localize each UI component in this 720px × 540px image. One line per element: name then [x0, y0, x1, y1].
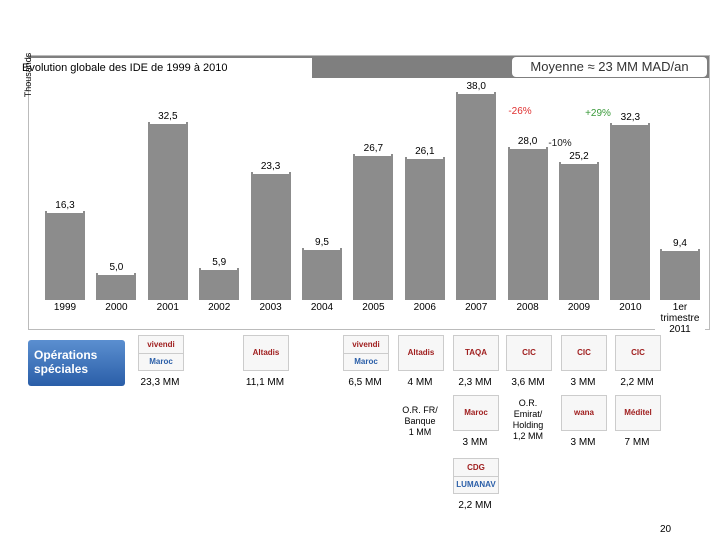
- bar: [250, 172, 291, 300]
- amount: 2,2 MM: [458, 500, 492, 511]
- logo: Méditel: [615, 395, 661, 431]
- logo: CDG: [453, 458, 499, 478]
- value-label: 23,3: [252, 160, 289, 175]
- value-label: 9,4: [662, 236, 698, 251]
- x-tick-label: 1er trimestre 2011: [655, 302, 705, 335]
- note: O.R. FR/ Banque 1 MM: [402, 405, 438, 437]
- logo: Altadis: [243, 335, 289, 371]
- logo: Maroc Telecom: [138, 353, 184, 371]
- amount: 3,6 MM: [511, 377, 545, 388]
- value-label: 25,2: [561, 150, 597, 165]
- value-label: 9,5: [304, 236, 340, 250]
- bar: [404, 157, 445, 300]
- chart-title: Evolution globale des IDE de 1999 à 2010: [14, 58, 312, 78]
- note: O.R. Emirat/ Holding 1,2 MM: [512, 398, 544, 441]
- amount: 3 MM: [570, 437, 596, 448]
- logo: CIC: [506, 335, 552, 371]
- bar: [559, 162, 599, 300]
- y-axis-label: Thousands: [23, 52, 33, 98]
- logo: vivendi: [343, 335, 389, 355]
- amount: 23,3 MM: [140, 377, 180, 388]
- value-label: 26,7: [355, 141, 392, 156]
- bar: [302, 248, 342, 300]
- bar: [96, 272, 137, 300]
- amount: 2,2 MM: [620, 377, 654, 388]
- x-tick-label: 2003: [259, 302, 282, 313]
- annotation: -26%: [508, 106, 532, 117]
- x-tick-label: 2008: [516, 302, 539, 313]
- logo: wana: [561, 395, 607, 431]
- x-tick-label: 2006: [413, 302, 436, 313]
- logo: CIC: [561, 335, 607, 371]
- x-tick-label: 1999: [53, 302, 77, 313]
- amount: 4 MM: [407, 377, 433, 388]
- x-tick-label: 2005: [362, 302, 385, 313]
- value-label: 16,3: [47, 198, 83, 213]
- chart-frame: [28, 55, 710, 330]
- amount: 2,3 MM: [458, 377, 492, 388]
- logo: TAQA: [453, 335, 499, 371]
- x-tick-label: 2009: [567, 302, 591, 313]
- logo: CIC: [615, 335, 661, 371]
- x-tick-label: 2002: [208, 302, 231, 313]
- amount: 7 MM: [624, 437, 650, 448]
- logo: vivendi: [138, 335, 184, 355]
- bar: [199, 267, 240, 300]
- x-tick-label: 2004: [310, 302, 334, 313]
- logo: LUMANAV: [453, 476, 499, 494]
- value-label: 5,0: [98, 260, 135, 275]
- operations-title: Opérations spéciales: [28, 340, 125, 386]
- annotation: +29%: [585, 108, 611, 119]
- value-label: 38,0: [458, 80, 495, 94]
- x-tick-label: 2010: [619, 302, 642, 313]
- amount: 6,5 MM: [348, 377, 382, 388]
- value-label: 28,0: [509, 134, 546, 149]
- logo: Maroc Telecom: [453, 395, 499, 431]
- x-tick-label: 2007: [465, 302, 488, 313]
- bar: [353, 153, 394, 300]
- logo: Maroc Telecom: [343, 353, 389, 371]
- value-label: 32,3: [612, 111, 649, 126]
- bar: [147, 122, 188, 300]
- x-tick-label: 2001: [156, 302, 179, 313]
- page-number: 20: [660, 524, 672, 535]
- amount: 11,1 MM: [245, 377, 285, 388]
- amount: 3 MM: [462, 437, 488, 448]
- bar: [507, 146, 548, 300]
- bar: [610, 123, 651, 300]
- x-tick-label: 2000: [105, 302, 128, 313]
- bar: [456, 92, 497, 300]
- value-label: 32,5: [149, 110, 186, 125]
- amount: 3 MM: [570, 377, 596, 388]
- value-label: 5,9: [201, 255, 238, 270]
- annotation: -10%: [548, 138, 572, 149]
- bar: [660, 248, 700, 300]
- value-label: 26,1: [406, 145, 443, 160]
- chart-subtitle: Moyenne ≈ 23 MM MAD/an: [512, 57, 707, 77]
- logo: Altadis: [398, 335, 444, 371]
- bar: [45, 210, 85, 300]
